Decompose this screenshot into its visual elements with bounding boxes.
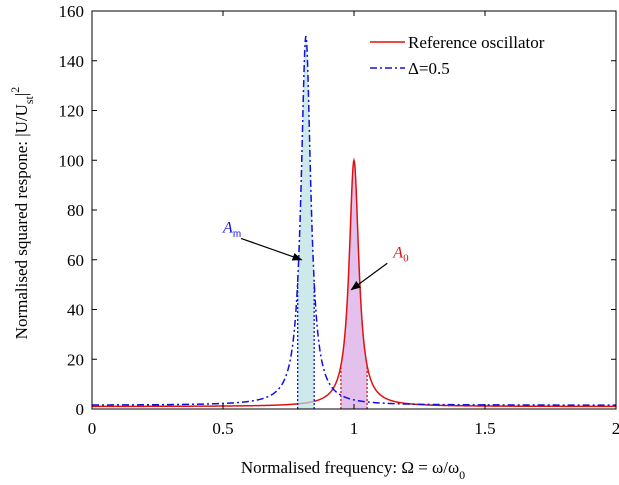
shaded-area-series-0 xyxy=(340,160,368,409)
y-tick-label-0: 0 xyxy=(76,400,85,419)
x-tick-label-0: 0 xyxy=(88,419,97,438)
y-tick-label-1: 20 xyxy=(67,350,84,369)
annotation-label-0-main: A xyxy=(222,219,233,236)
annotation-arrow-0 xyxy=(240,237,303,261)
legend-label-reference: Reference oscillator xyxy=(408,33,545,52)
annotation-label-1: A0 xyxy=(392,244,409,264)
legend: Reference oscillator Δ=0.5 xyxy=(370,33,545,78)
x-axis-title-subscript: 0 xyxy=(459,468,465,482)
x-tick-label-4: 2 xyxy=(612,419,619,438)
annotation-label-0: Am xyxy=(222,219,242,239)
annotation-arrow-1 xyxy=(350,262,388,291)
x-tick-label-3: 1.5 xyxy=(474,419,495,438)
series-line-0 xyxy=(92,157,616,408)
y-tick-label-5: 100 xyxy=(59,151,85,170)
y-axis-title-end: | xyxy=(12,93,31,96)
shaded-area-series-1 xyxy=(297,36,315,410)
y-tick-label-7: 140 xyxy=(59,52,85,71)
x-axis-title: Normalised frequency: Ω = ω/ω0 xyxy=(241,458,465,482)
annotation-label-1-subscript: 0 xyxy=(403,252,409,264)
x-tick-label-2: 1 xyxy=(350,419,359,438)
y-axis-title-subscript: st xyxy=(22,95,36,104)
y-tick-label-4: 80 xyxy=(67,201,84,220)
y-axis-title: Normalised squared respone: |U/Ust|2 xyxy=(8,87,36,340)
y-tick-label-3: 60 xyxy=(67,251,84,270)
legend-label-delta: Δ=0.5 xyxy=(408,59,450,78)
x-tick-label-1: 0.5 xyxy=(212,419,233,438)
series-line-1 xyxy=(92,35,616,406)
y-axis-title-superscript: 2 xyxy=(8,87,22,93)
annotation-label-0-subscript: m xyxy=(233,227,242,239)
y-tick-label-2: 40 xyxy=(67,301,84,320)
annotation-label-1-main: A xyxy=(392,244,403,261)
y-tick-label-8: 160 xyxy=(59,2,85,21)
y-tick-label-6: 120 xyxy=(59,102,85,121)
